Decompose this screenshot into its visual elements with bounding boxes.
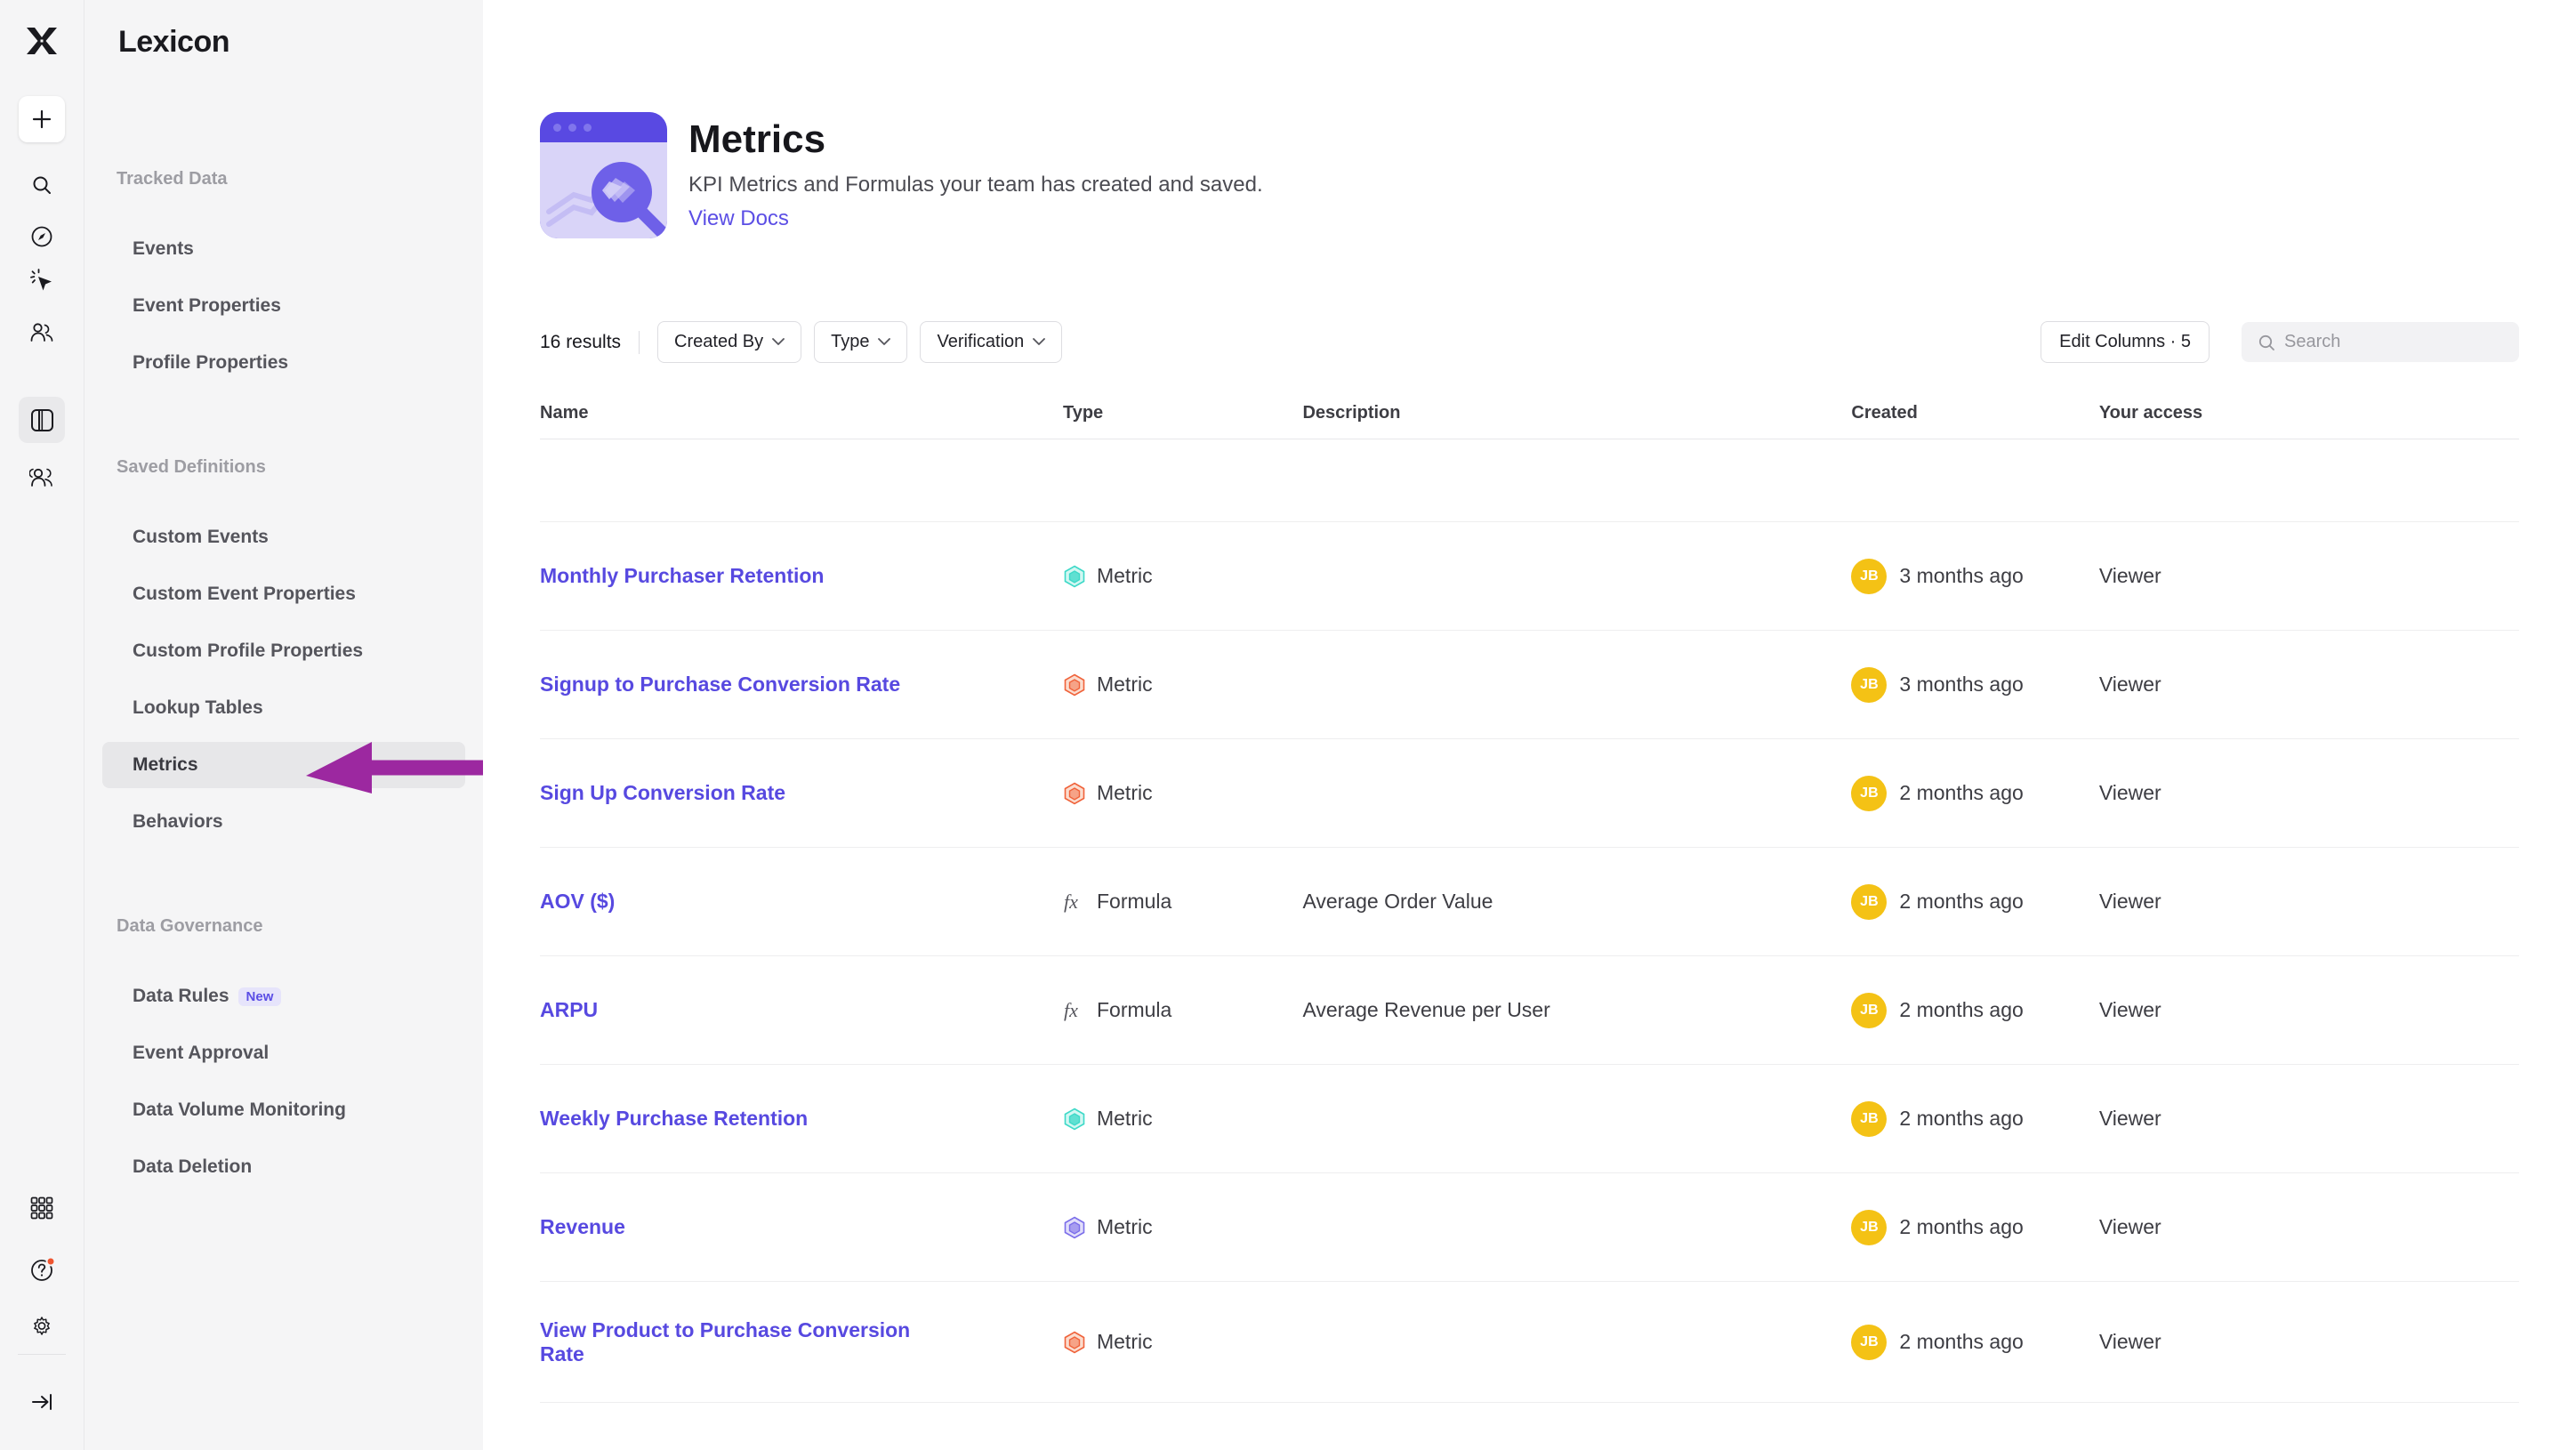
svg-text:fx: fx <box>1064 999 1078 1021</box>
svg-text:fx: fx <box>1064 890 1078 913</box>
